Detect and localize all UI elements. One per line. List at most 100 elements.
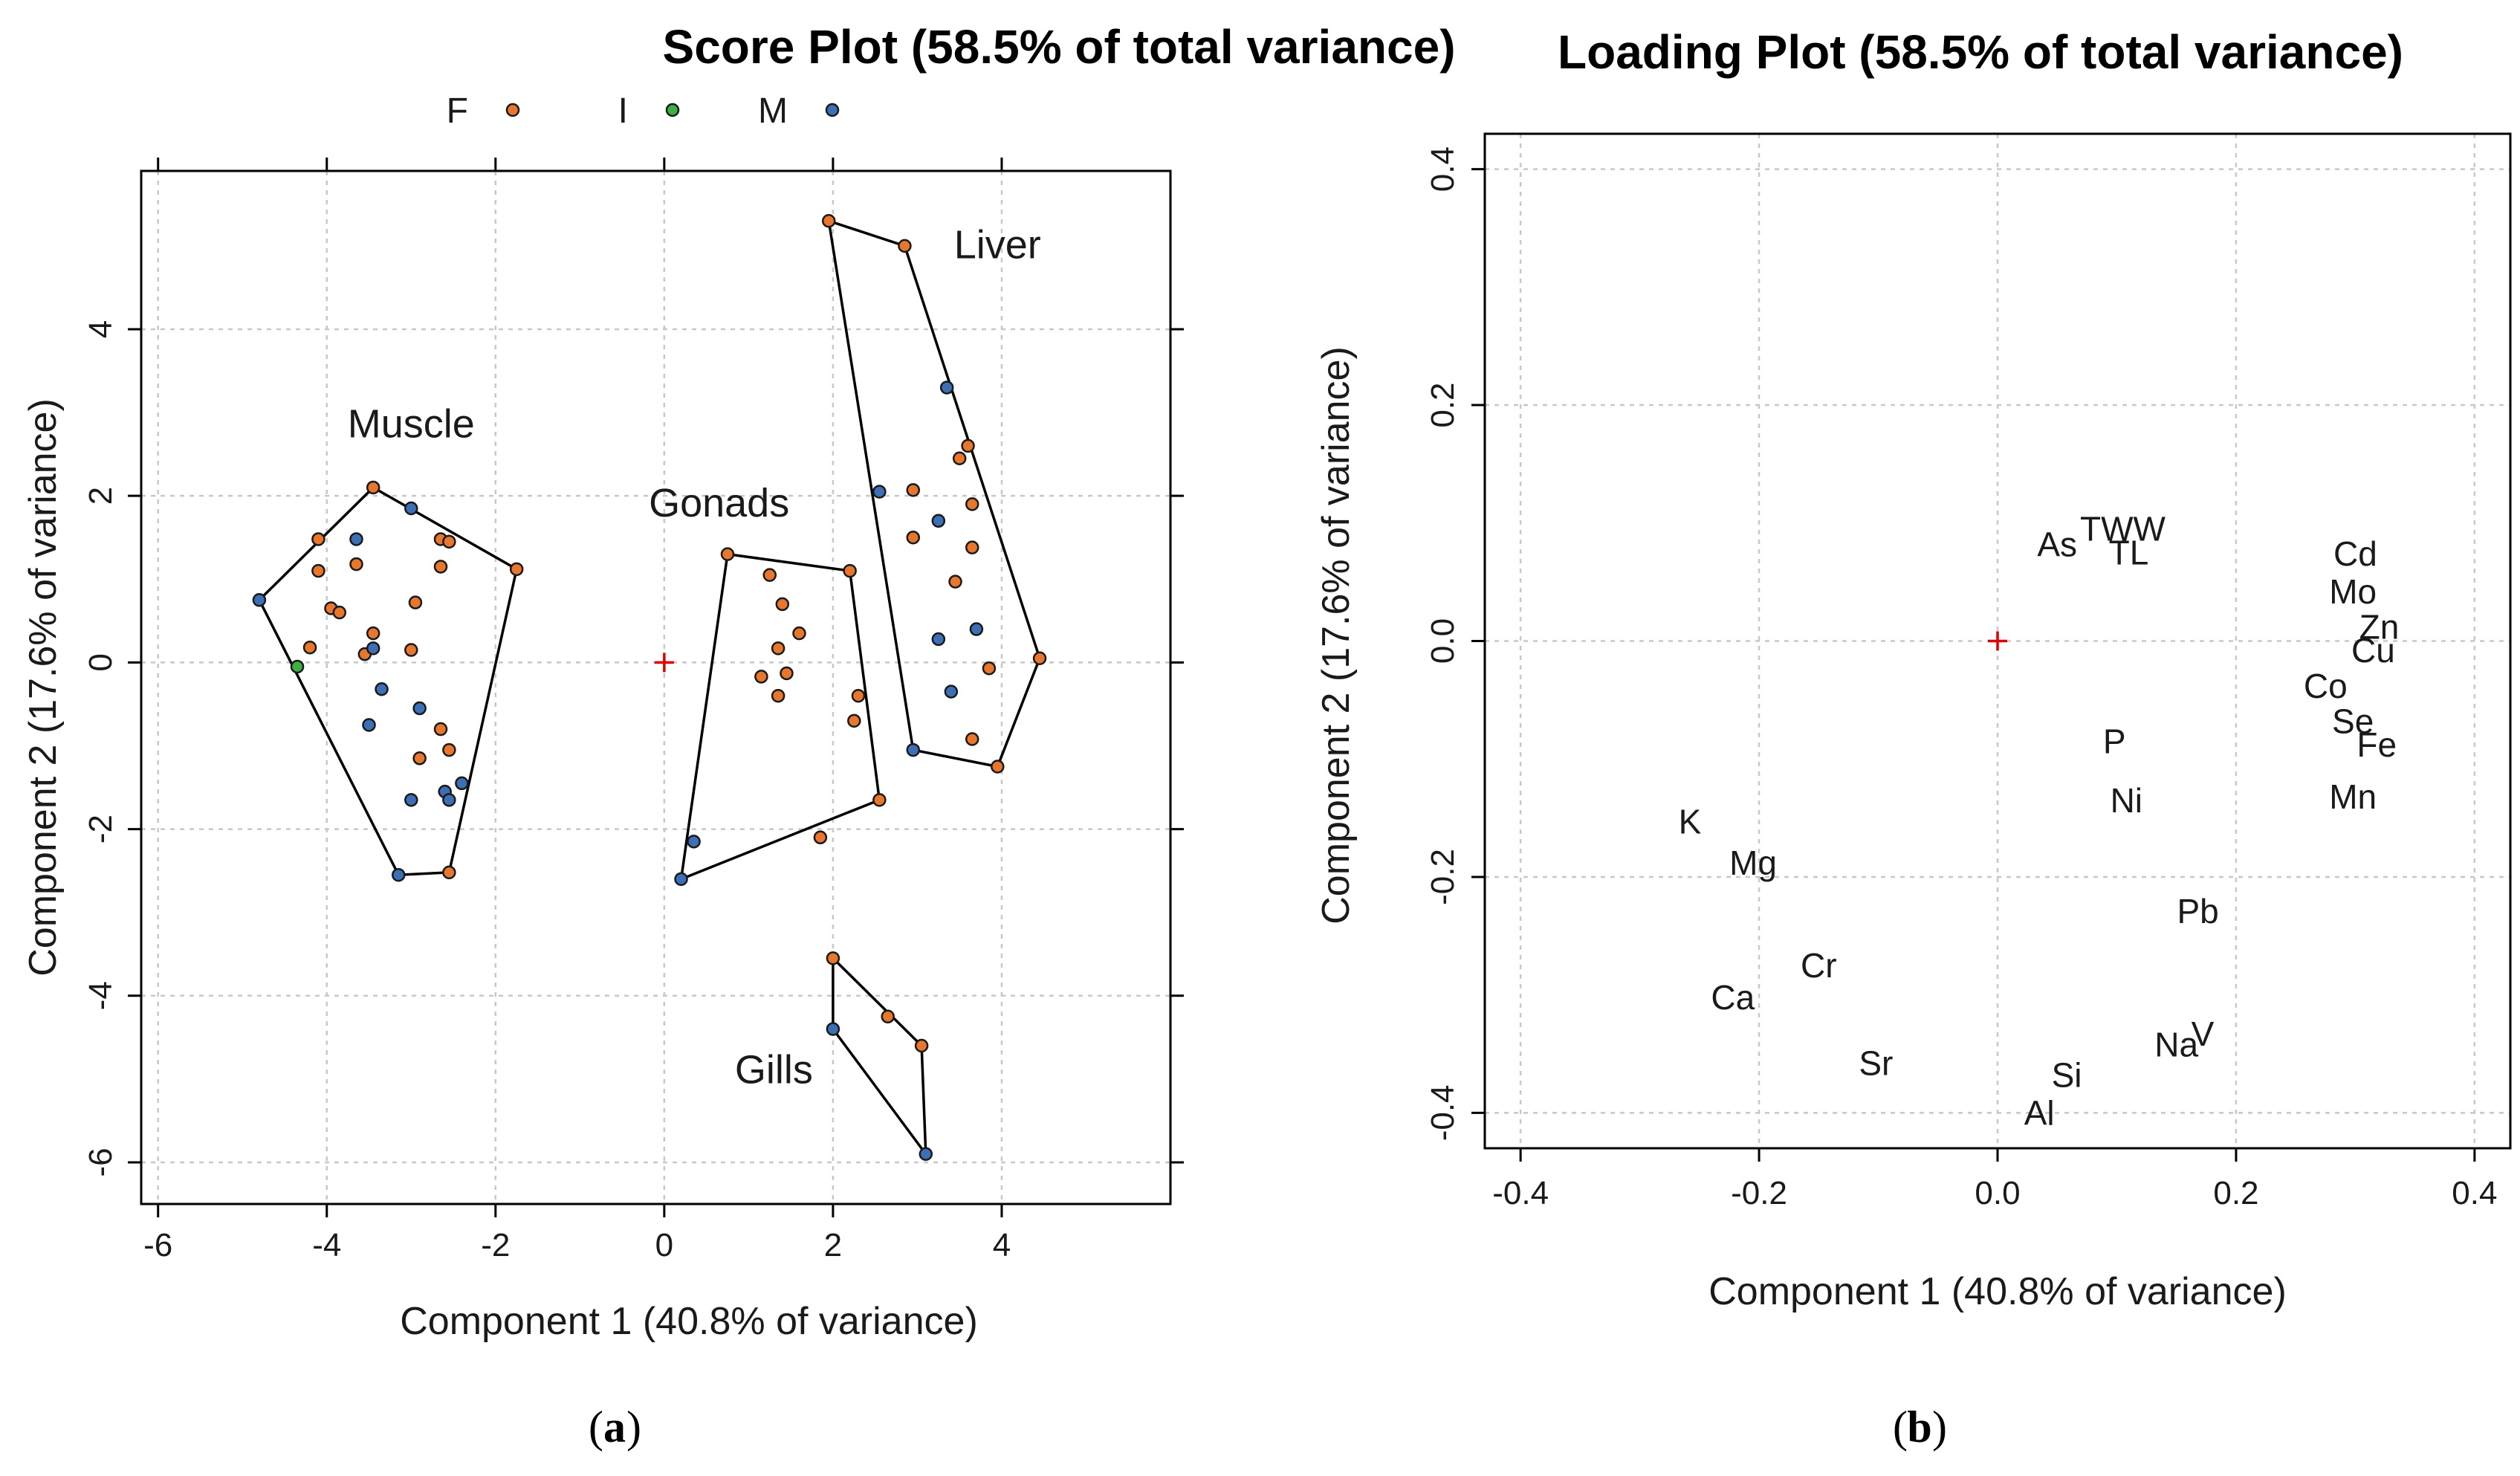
gonads-point-F [775, 597, 790, 612]
liver-point-F [952, 451, 967, 465]
score-x-tick-label: 2 [824, 1227, 842, 1263]
score-x-tick-label: -4 [312, 1227, 341, 1263]
muscle-label: Muscle [348, 402, 475, 447]
loading-label-si: Si [2052, 1056, 2082, 1095]
score-plot-points [252, 214, 1047, 1161]
score-y-tick-label: -2 [82, 815, 119, 844]
loading-label-k: K [1679, 802, 1702, 841]
liver-point-M [969, 622, 984, 636]
loading-label-tww: TWW [2080, 510, 2166, 548]
legend-label-F: F [447, 91, 468, 131]
score-y-tick-label: -6 [82, 1148, 119, 1176]
muscle-point-F [311, 532, 325, 546]
score-y-tick-label: 0 [82, 653, 119, 671]
score-plot-frame [140, 169, 1172, 1205]
legend-label-I: I [618, 91, 628, 131]
muscle-point-M [366, 641, 380, 656]
legend-marker-F [505, 103, 520, 117]
score-y-tick-label: 2 [82, 487, 119, 505]
liver-point-M [931, 632, 946, 647]
score-plot-group-labels: Muscle Gonads Liver Gills [348, 223, 1041, 1093]
loading-label-al: Al [2024, 1093, 2055, 1132]
liver-point-F [1032, 651, 1047, 666]
loading-plot-x-axis-label: Component 1 (40.8% of variance) [1708, 1270, 2287, 1313]
muscle-point-M [412, 701, 427, 716]
loading-label-v: V [2192, 1014, 2215, 1053]
legend-marker-M [825, 103, 840, 117]
liver-point-F [906, 483, 920, 497]
svg-text:): ) [626, 1402, 641, 1451]
liver-point-F [961, 438, 975, 453]
loading-x-tick-label: 0.2 [2213, 1175, 2258, 1211]
gills-label: Gills [735, 1047, 813, 1092]
gonads-point-F [813, 830, 828, 845]
gills-point-M [919, 1147, 933, 1161]
loading-plot-axes: -0.4 -0.2 0.0 0.2 0.4 -0.4 -0.2 0.0 0.2 0.4 [1425, 146, 2497, 1211]
muscle-point-F [349, 557, 363, 572]
gonads-point-M [674, 872, 688, 887]
score-plot-grid [141, 171, 1170, 1204]
loading-plot: Loading Plot (58.5% of total variance) -… [1315, 25, 2512, 1451]
loading-label-se: Se [2332, 702, 2374, 740]
loading-label-cu: Cu [2351, 631, 2395, 670]
score-x-tick-label: -2 [481, 1227, 510, 1263]
loading-label-zn: Zn [2359, 607, 2400, 646]
gills-point-F [881, 1009, 895, 1024]
loading-x-tick-label: 0.4 [2452, 1175, 2497, 1211]
muscle-point-M [252, 593, 267, 607]
score-plot-title: Score Plot (58.5% of total variance) [663, 20, 1456, 74]
loading-x-tick-label: -0.2 [1731, 1175, 1787, 1211]
gills-hull [832, 955, 927, 1159]
muscle-point-F [442, 534, 456, 549]
muscle-point-F [442, 865, 456, 880]
score-plot-y-axis-label: Component 2 (17.6% of variance) [22, 398, 65, 977]
loading-y-tick-label: -0.4 [1425, 1084, 1461, 1141]
muscle-point-M [404, 501, 418, 516]
loading-label-sr: Sr [1859, 1044, 1893, 1083]
muscle-point-F [366, 480, 380, 495]
score-plot: Score Plot (58.5% of total variance) F I M… [22, 20, 1456, 1451]
liver-point-F [991, 760, 1005, 774]
loading-label-mg: Mg [1729, 844, 1777, 882]
loading-label-mo: Mo [2329, 572, 2377, 611]
gonads-point-F [762, 568, 777, 582]
liver-point-F [948, 574, 962, 589]
svg-text:a: a [603, 1402, 626, 1451]
gonads-point-F [872, 793, 887, 807]
liver-point-F [965, 732, 979, 746]
gonads-point-F [720, 547, 735, 561]
muscle-point-M [392, 867, 406, 882]
loading-plot-origin-marker [1988, 631, 2007, 651]
muscle-point-M [362, 718, 376, 732]
liver-point-M [931, 514, 946, 528]
loading-plot-y-axis-label: Component 2 (17.6% of variance) [1315, 346, 1358, 925]
score-x-tick-label: 4 [993, 1227, 1011, 1263]
legend-label-M: M [758, 91, 788, 131]
loading-label-as: As [2037, 525, 2077, 563]
loading-y-tick-label: 0.4 [1425, 146, 1461, 192]
muscle-point-F [332, 605, 347, 620]
liver-point-F [965, 497, 979, 511]
liver-point-M [872, 485, 887, 499]
liver-point-F [898, 239, 912, 253]
muscle-point-F [302, 640, 317, 655]
loading-x-tick-label: -0.4 [1492, 1175, 1549, 1211]
loading-label-mn: Mn [2329, 777, 2377, 816]
gonads-point-M [687, 835, 701, 849]
liver-point-F [965, 540, 979, 554]
liver-label: Liver [954, 223, 1041, 268]
muscle-point-F [433, 722, 448, 737]
muscle-point-F [404, 643, 418, 657]
liver-point-F [906, 530, 920, 545]
muscle-point-I [290, 659, 305, 674]
gills-point-F [914, 1038, 929, 1053]
score-x-tick-label: 0 [655, 1227, 673, 1263]
liver-hull [827, 219, 1041, 768]
muscle-point-M [349, 532, 363, 546]
muscle-point-M [404, 793, 418, 807]
gonads-point-F [792, 626, 806, 641]
loading-x-tick-label: 0.0 [1975, 1175, 2020, 1211]
liver-point-M [906, 742, 920, 757]
